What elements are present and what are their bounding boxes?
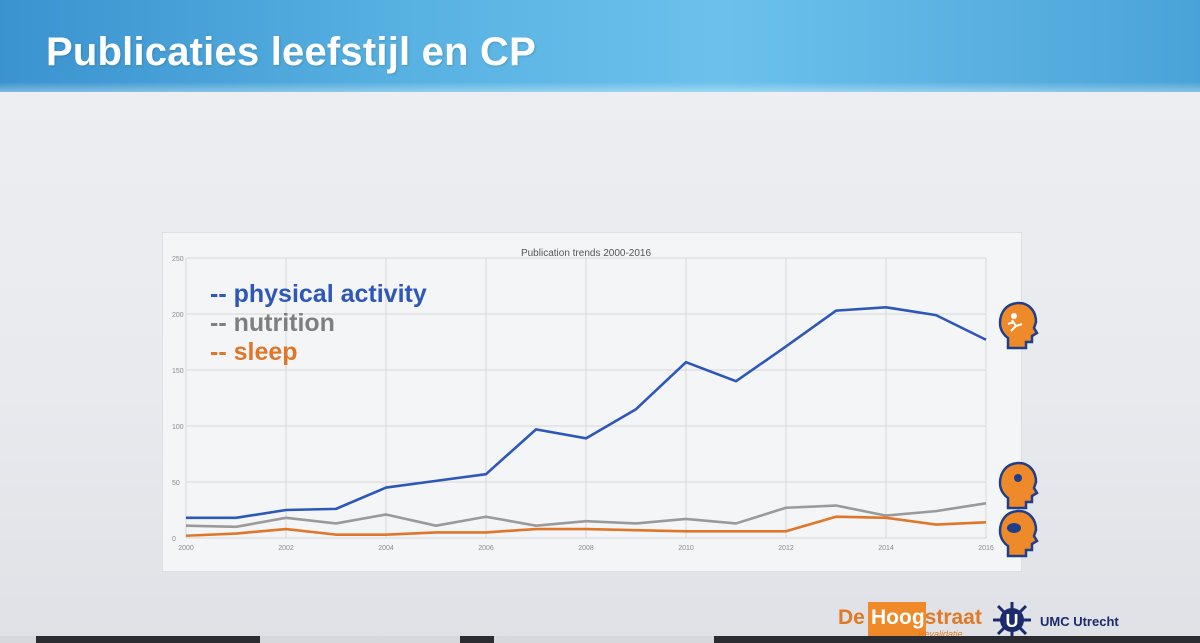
chart-title: Publication trends 2000-2016 [521,248,652,259]
y-tick-label: 0 [172,536,176,543]
chart-area: 0 50 100 150 200 250 2000 2002 2004 2006 2008 2010 2… [162,232,1022,572]
logo-revalidatie-text: Revalidatie [918,629,963,639]
series-line-nutrition [185,501,987,529]
legend-physical-activity: -- physical activity [210,280,427,308]
series-line-sleep [185,515,987,538]
y-tick-label: 250 [172,256,184,263]
x-tick-label: 2002 [278,545,294,552]
x-tick-label: 2014 [878,545,894,552]
logo-de-text: De [838,606,865,629]
y-tick-label: 150 [172,368,184,375]
x-tick-label: 2000 [178,545,194,552]
nutrition-head-icon [998,461,1039,510]
umc-emblem-icon: U [993,602,1031,638]
legend-sleep: -- sleep [210,338,298,366]
logo-hoogstraat-name: Hoogstraat [871,606,982,629]
taskbar-button[interactable] [260,636,460,643]
legend-nutrition: -- nutrition [210,309,335,337]
x-tick-label: 2004 [378,545,394,552]
sleep-head-icon [998,509,1039,558]
x-tick-label: 2016 [978,545,994,552]
y-tick-label: 100 [172,424,184,431]
umc-utrecht-logo: U UMC Utrecht [990,600,1170,640]
publication-trends-chart: 0 50 100 150 200 250 2000 2002 2004 2006 2008 2010 2… [162,232,1022,572]
umc-utrecht-name: UMC Utrecht [1040,614,1119,629]
title-band [0,0,1200,92]
y-tick-label: 200 [172,312,184,319]
x-tick-label: 2008 [578,545,594,552]
x-tick-label: 2012 [778,545,794,552]
series-line-physical-activity [186,305,987,520]
slide-title: Publicaties leefstijl en CP [46,30,537,74]
taskbar-button[interactable] [0,636,36,643]
logo-orange-box [868,602,926,636]
x-tick-label: 2006 [478,545,494,552]
taskbar-button[interactable] [494,636,714,643]
chart-legend: -- physical activity -- nutrition -- sle… [210,280,427,367]
x-tick-label: 2010 [678,545,694,552]
taskbar [0,636,1200,643]
activity-head-icon [998,301,1039,350]
y-tick-label: 50 [172,480,180,487]
svg-text:U: U [1006,611,1019,631]
de-hoogstraat-logo: De Hoogstraat Revalidatie [838,602,982,639]
